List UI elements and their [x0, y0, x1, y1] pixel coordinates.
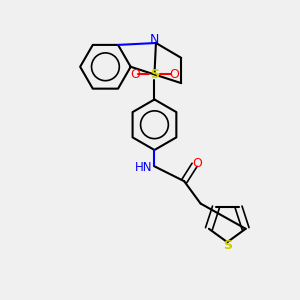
Text: HN: HN [135, 161, 153, 174]
Text: S: S [223, 238, 232, 252]
Text: O: O [193, 157, 202, 170]
Text: O: O [130, 68, 140, 81]
Text: S: S [150, 68, 159, 81]
Text: O: O [169, 68, 179, 81]
Text: N: N [150, 33, 159, 46]
